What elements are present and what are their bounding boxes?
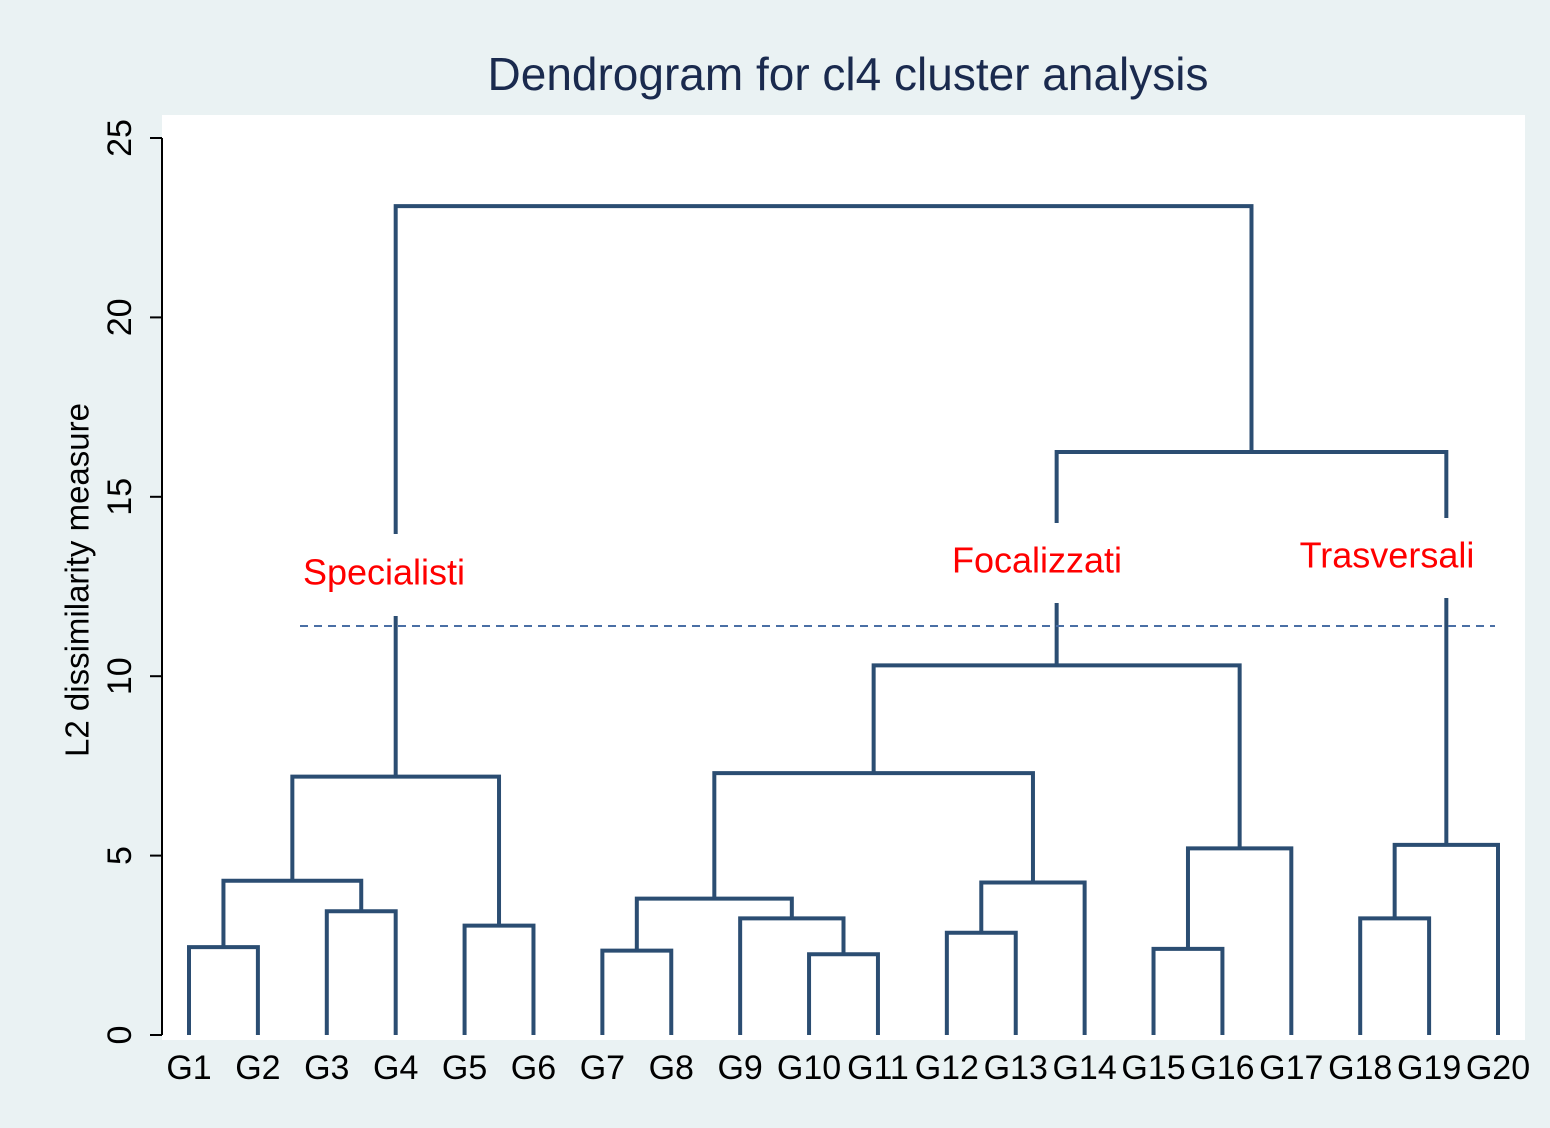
x-tick-label: G17 <box>1259 1049 1323 1087</box>
y-tick-label: 25 <box>101 119 139 157</box>
x-tick-label: G13 <box>984 1049 1048 1087</box>
x-tick-label: G16 <box>1190 1049 1254 1087</box>
x-tick-label: G14 <box>1052 1049 1116 1087</box>
chart-title: Dendrogram for cl4 cluster analysis <box>488 48 1209 100</box>
annotation: Trasversali <box>1300 535 1475 576</box>
x-tick-label: G5 <box>442 1049 487 1087</box>
annotation-backdrop <box>284 534 484 616</box>
x-tick-label: G12 <box>915 1049 979 1087</box>
annotation-backdrop <box>937 523 1137 603</box>
y-tick-label: 5 <box>101 846 139 865</box>
x-tick-label: G8 <box>649 1049 694 1087</box>
annotation: Focalizzati <box>952 540 1122 581</box>
x-tick-label: G19 <box>1397 1049 1461 1087</box>
x-tick-label: G9 <box>717 1049 762 1087</box>
annotation: Specialisti <box>303 552 465 593</box>
x-tick-label: G4 <box>373 1049 418 1087</box>
y-tick-label: 10 <box>101 657 139 695</box>
annotation-backdrop <box>1282 518 1492 598</box>
y-tick-label: 20 <box>101 298 139 336</box>
y-tick-label: 15 <box>101 478 139 516</box>
x-tick-label: G2 <box>235 1049 280 1087</box>
x-tick-label: G10 <box>777 1049 841 1087</box>
x-tick-label: G7 <box>580 1049 625 1087</box>
y-tick-label: 0 <box>101 1026 139 1045</box>
x-tick-label: G1 <box>166 1049 211 1087</box>
x-tick-label: G11 <box>847 1049 909 1087</box>
x-tick-label: G6 <box>511 1049 556 1087</box>
x-tick-label: G20 <box>1466 1049 1530 1087</box>
x-tick-label: G3 <box>304 1049 349 1087</box>
branch <box>393 204 1254 777</box>
x-tick-label: G18 <box>1328 1049 1392 1087</box>
y-axis-label: L2 dissimilarity measure <box>59 403 96 757</box>
x-tick-label: G15 <box>1121 1049 1185 1087</box>
